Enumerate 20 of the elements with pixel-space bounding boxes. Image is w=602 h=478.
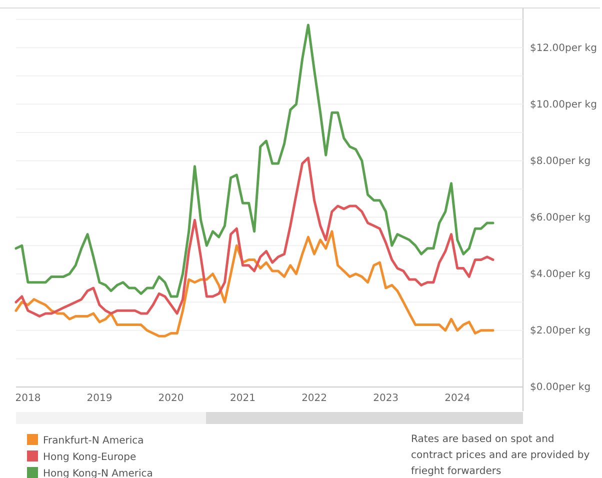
x-tick-label: 2021 [230,393,256,404]
y-tick-label: $10.00per kg [530,99,597,110]
x-tick-label: 2022 [302,393,328,404]
x-tick-label: 2024 [444,393,470,404]
x-tick-label: 2019 [86,393,112,404]
y-tick-label: $12.00per kg [530,42,597,54]
y-tick-label: $2.00per kg [530,326,591,337]
y-tick-label: $6.00per kg [530,212,591,224]
x-tick-label: 2018 [15,393,41,404]
legend-label: Hong Kong-Europe [43,452,136,463]
line-series [14,230,494,338]
y-tick-label: $0.00per kg [530,382,591,394]
text: Rates are based on spot and contract prices and are provided by frieght forwarders [411,433,591,478]
legend-label: Frankfurt-N America [43,436,144,446]
line-series [14,24,494,298]
line-series [14,156,494,318]
y-tick-label: $4.00per kg [530,269,591,280]
x-tick-label: 2020 [158,393,184,404]
x-tick-label: 2023 [373,393,399,404]
y-tick-label: $8.00per kg [530,156,591,167]
